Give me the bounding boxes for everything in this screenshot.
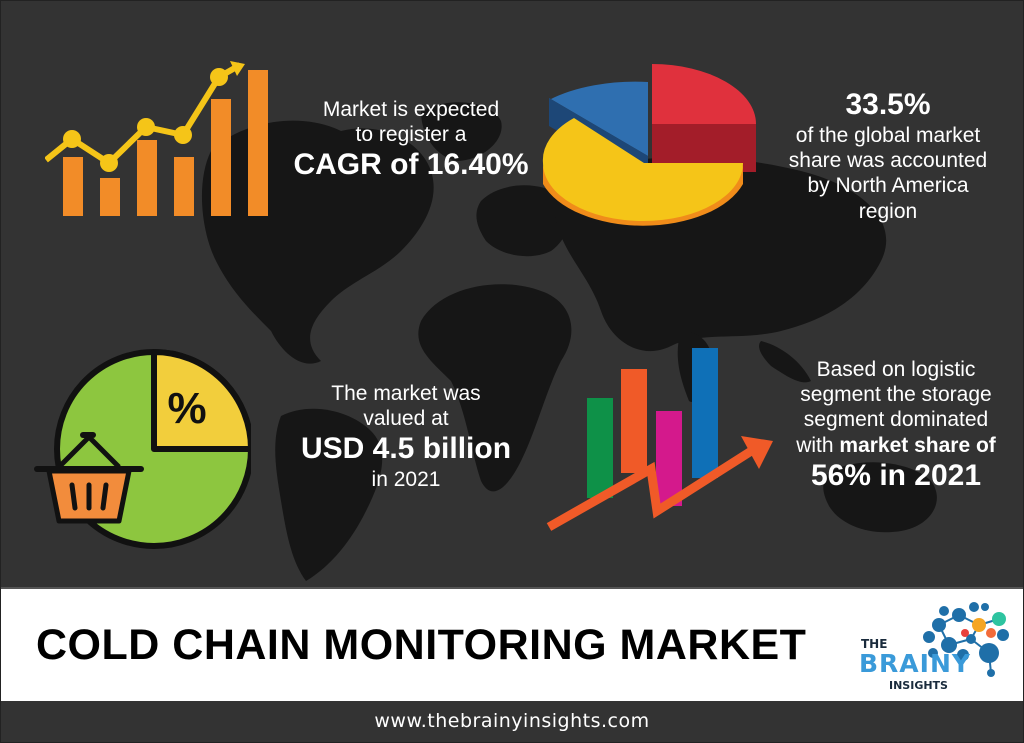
region-stat: 33.5% of the global market share was acc… bbox=[763, 87, 1013, 224]
valuation-value: USD 4.5 billion bbox=[300, 432, 512, 466]
region-line1: of the global market bbox=[795, 124, 981, 147]
segment-share-value: 56% in 2021 bbox=[810, 458, 982, 492]
segment-stat: Based on logistic segment the storage se… bbox=[771, 357, 1021, 494]
region-line4: region bbox=[858, 199, 918, 223]
region-share-value: 33.5% bbox=[845, 88, 931, 121]
svg-text:%: % bbox=[167, 384, 206, 433]
footer-bar: www.thebrainyinsights.com bbox=[1, 701, 1023, 742]
valuation-year: in 2021 bbox=[371, 468, 441, 492]
cagr-value: CAGR of 16.40% bbox=[293, 148, 529, 182]
cagr-stat: Market is expected to register a CAGR of… bbox=[281, 97, 541, 183]
segment-line1: Based on logistic bbox=[816, 358, 976, 381]
region-line2: share was accounted bbox=[788, 149, 988, 173]
segment-line4-normal: with bbox=[796, 433, 840, 457]
valuation-stat: The market was valued at USD 4.5 billion… bbox=[286, 381, 526, 493]
segment-line4-bold: market share of bbox=[839, 433, 996, 457]
title-band: COLD CHAIN MONITORING MARKET bbox=[1, 587, 1023, 703]
brain-network-icon bbox=[923, 602, 1009, 677]
valuation-line1: The market was bbox=[331, 382, 481, 405]
page-title: COLD CHAIN MONITORING MARKET bbox=[36, 621, 807, 669]
cagr-line2: to register a bbox=[355, 123, 467, 147]
website-link[interactable]: www.thebrainyinsights.com bbox=[374, 710, 650, 732]
brand-logo: THE BRAINY INSIGHTS bbox=[839, 593, 1019, 697]
segment-line2: segment the storage bbox=[800, 383, 992, 407]
logo-text-insights: INSIGHTS bbox=[889, 679, 948, 692]
pie-basket-percent-icon: % bbox=[34, 349, 251, 549]
3d-pie-chart-icon bbox=[542, 64, 756, 226]
colored-bars-arrow-icon bbox=[546, 348, 773, 531]
growth-bar-chart-icon bbox=[45, 61, 268, 216]
logo-text-brainy: BRAINY bbox=[859, 649, 971, 678]
cagr-line1: Market is expected bbox=[322, 98, 500, 121]
valuation-line2: valued at bbox=[363, 407, 449, 431]
segment-line4: with market share of bbox=[771, 433, 1021, 458]
stats-panel: Market is expected to register a CAGR of… bbox=[1, 1, 1023, 587]
region-line3: by North America bbox=[807, 174, 969, 198]
segment-line3: segment dominated bbox=[803, 408, 989, 432]
logo-text-the: THE bbox=[861, 637, 888, 651]
